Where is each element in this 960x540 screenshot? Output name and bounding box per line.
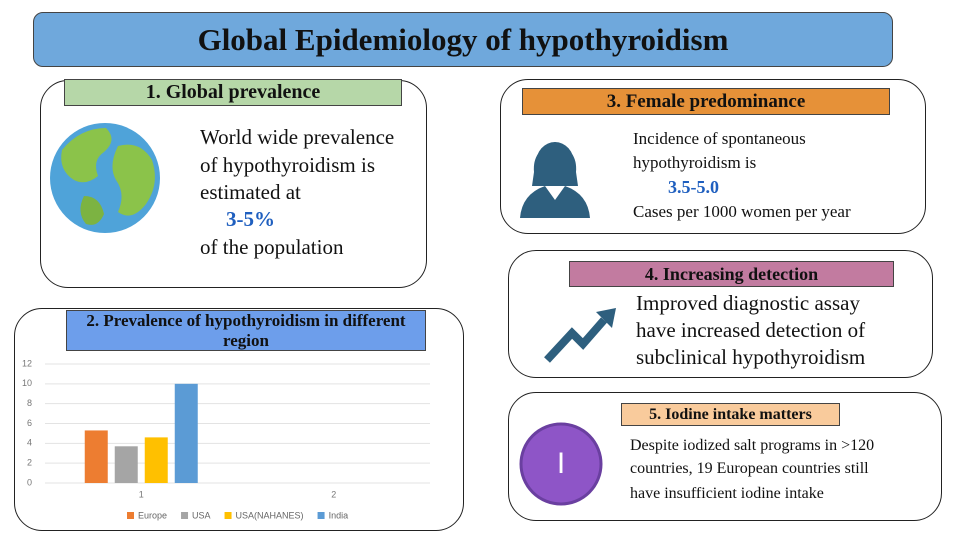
text: Despite iodized salt programs in >120 <box>630 437 875 454</box>
heading: 4. Increasing detection <box>569 261 894 287</box>
text: Incidence of spontaneous <box>633 129 806 148</box>
text: Improved diagnostic assay <box>636 291 860 315</box>
text: estimated at <box>200 180 301 204</box>
chart-title: 2. Prevalence of hypothyroidism in diffe… <box>66 310 426 351</box>
text: have insufficient iodine intake <box>630 485 824 502</box>
text: Cases per 1000 women per year <box>633 202 851 221</box>
text: of hypothyroidism is <box>200 153 376 177</box>
text: World wide prevalence <box>200 125 395 149</box>
text: of the population <box>200 235 344 259</box>
title: Global Epidemiology of hypothyroidism <box>33 12 893 67</box>
heading: 5. Iodine intake matters <box>621 403 840 426</box>
text: have increased detection of <box>636 318 866 342</box>
text: subclinical hypothyroidism <box>636 345 866 369</box>
heading: 3. Female predominance <box>522 88 890 115</box>
highlight: 3-5% <box>226 207 275 231</box>
heading: 1. Global prevalence <box>64 79 402 106</box>
text: countries, 19 European countries still <box>630 460 869 477</box>
highlight: 3.5-5.0 <box>668 177 719 197</box>
text: hypothyroidism is <box>633 153 757 172</box>
